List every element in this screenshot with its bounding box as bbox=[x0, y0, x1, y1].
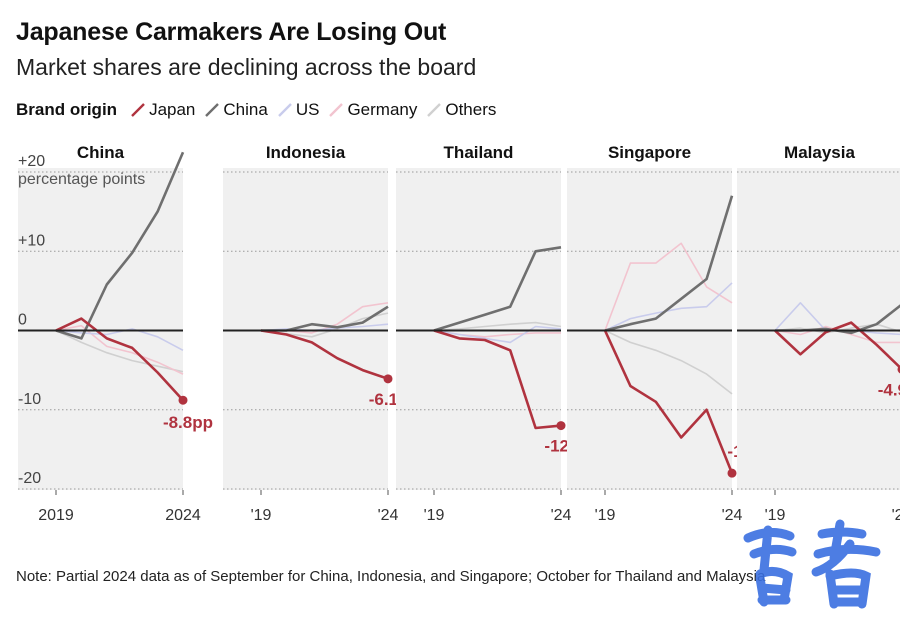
panel-title: Singapore bbox=[608, 143, 691, 162]
legend-title: Brand origin bbox=[16, 100, 118, 119]
series-line-others bbox=[433, 321, 562, 332]
series-line-others bbox=[604, 329, 733, 395]
y-tick-label: 0 bbox=[18, 312, 27, 329]
panel-china: China -8.8pp 2019 2024 bbox=[18, 143, 213, 524]
legend-item-others: Others bbox=[427, 100, 496, 120]
legend-label-us: US bbox=[295, 100, 320, 119]
series-line-china bbox=[433, 246, 562, 332]
legend-swatch-germany bbox=[329, 103, 344, 117]
y-tick-label: -20 bbox=[18, 470, 41, 487]
japan-end-label: -6.1 bbox=[369, 390, 398, 409]
series-line-us bbox=[433, 325, 562, 344]
legend-label-china: China bbox=[223, 100, 268, 119]
footnote: Note: Partial 2024 data as of September … bbox=[16, 568, 766, 585]
y-tick-label: +20 bbox=[18, 153, 45, 170]
japan-end-label: -12 bbox=[544, 437, 569, 456]
series-line-china bbox=[604, 195, 734, 332]
series-line-japan bbox=[260, 329, 389, 381]
chart-title: Japanese Carmakers Are Losing Out bbox=[16, 18, 447, 46]
panel-background bbox=[18, 168, 183, 490]
panel-background bbox=[223, 168, 388, 490]
japan-end-marker bbox=[727, 468, 737, 478]
legend-item-germany: Germany bbox=[329, 100, 417, 120]
legend-item-us: US bbox=[277, 100, 320, 120]
series-line-others bbox=[55, 329, 184, 373]
legend-label-japan: Japan bbox=[149, 100, 196, 119]
x-tick-label: 2019 bbox=[38, 507, 74, 524]
panel-singapore: Singapore-18'19'24 bbox=[567, 143, 752, 524]
japan-end-label: -4.9 bbox=[878, 380, 900, 399]
x-tick-label: '24 bbox=[378, 507, 399, 524]
japan-end-marker bbox=[178, 395, 188, 405]
japan-end-marker bbox=[897, 365, 900, 374]
x-tick-label: 2024 bbox=[165, 507, 201, 524]
x-tick-label: '19 bbox=[424, 507, 445, 524]
chart-subtitle: Market shares are declining across the b… bbox=[16, 54, 477, 80]
panel-indonesia: Indonesia -6.1 '19 '24 bbox=[223, 143, 399, 524]
panel-title: Indonesia bbox=[266, 143, 346, 162]
panel-title: Thailand bbox=[444, 143, 514, 162]
japan-end-marker bbox=[383, 374, 393, 384]
y-tick-label: +10 bbox=[18, 232, 45, 249]
series-line-china bbox=[55, 151, 185, 340]
panel-title: China bbox=[77, 143, 125, 162]
x-tick-label: '19 bbox=[595, 507, 616, 524]
series-line-us bbox=[55, 328, 184, 352]
legend-swatch-japan bbox=[131, 103, 145, 117]
x-tick-label: '24 bbox=[722, 507, 743, 524]
series-line-us bbox=[604, 282, 733, 332]
legend-label-germany: Germany bbox=[347, 100, 418, 119]
x-tick-label: '19 bbox=[765, 507, 786, 524]
panel-background bbox=[567, 168, 732, 490]
legend-label-others: Others bbox=[445, 100, 497, 119]
panel-title: Malaysia bbox=[784, 143, 855, 162]
series-line-japan bbox=[774, 321, 900, 370]
legend-item-china: China bbox=[205, 100, 268, 120]
legend-swatch-china bbox=[205, 103, 220, 117]
y-tick-label: -10 bbox=[18, 391, 41, 408]
watermark-logo bbox=[743, 519, 881, 609]
series-line-japan bbox=[603, 329, 734, 474]
panel-malaysia: Malaysia -4.9 '19 '24 bbox=[737, 143, 900, 524]
series-line-germany bbox=[55, 324, 184, 375]
x-tick-label: '24 bbox=[551, 507, 572, 524]
series-line-germany bbox=[604, 242, 733, 331]
series-line-us bbox=[260, 323, 389, 332]
panel-background bbox=[396, 168, 561, 490]
legend-swatch-us bbox=[277, 103, 292, 117]
legend-swatch-others bbox=[427, 103, 442, 117]
series-line-japan bbox=[55, 317, 184, 402]
x-tick-label: '24 bbox=[892, 507, 900, 524]
legend-item-japan: Japan bbox=[131, 100, 195, 120]
japan-end-label: -8.8pp bbox=[163, 413, 213, 432]
series-line-japan bbox=[433, 329, 562, 430]
y-unit-label: percentage points bbox=[18, 171, 145, 188]
legend: Brand origin Japan China US Germany Othe… bbox=[16, 100, 506, 120]
panel-thailand: Thailand -12 '19 '24 bbox=[396, 143, 572, 524]
x-tick-label: '19 bbox=[251, 507, 272, 524]
japan-end-marker bbox=[556, 421, 566, 431]
